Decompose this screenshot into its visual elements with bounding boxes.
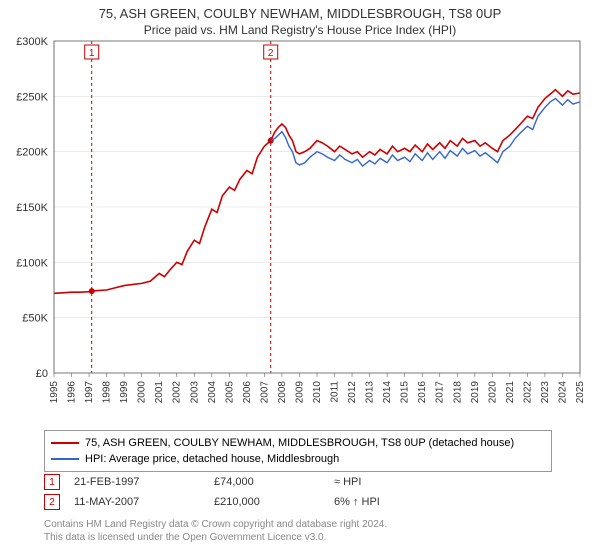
y-tick-label: £0 [36, 368, 48, 380]
sale-delta-vs-hpi: ≈ HPI [334, 476, 454, 488]
sales-row: 2 11-MAY-2007£210,0006% ↑ HPI [44, 492, 454, 512]
x-tick-label: 2024 [557, 381, 568, 404]
x-tick-label: 2004 [207, 381, 218, 404]
sale-marker-number: 2 [268, 48, 274, 59]
x-tick-label: 1995 [49, 381, 60, 404]
sale-date: 11-MAY-2007 [74, 496, 214, 508]
x-tick-label: 2003 [189, 381, 200, 404]
x-tick-label: 2025 [575, 381, 586, 404]
x-tick-label: 2023 [540, 381, 551, 404]
legend-swatch [51, 458, 79, 460]
x-tick-label: 1999 [119, 381, 130, 404]
legend-row: 75, ASH GREEN, COULBY NEWHAM, MIDDLESBRO… [51, 435, 545, 451]
x-tick-label: 2020 [487, 381, 498, 404]
x-tick-label: 2000 [137, 381, 148, 404]
legend-label: 75, ASH GREEN, COULBY NEWHAM, MIDDLESBRO… [85, 437, 514, 449]
legend-row: HPI: Average price, detached house, Midd… [51, 451, 545, 467]
sale-price: £74,000 [214, 476, 334, 488]
sale-marker-inline: 2 [44, 494, 60, 510]
legend-label: HPI: Average price, detached house, Midd… [85, 453, 339, 465]
x-tick-label: 2009 [294, 381, 305, 404]
y-tick-label: £50K [22, 313, 48, 325]
plot-area: £0 £50K £100K £150K £200K £250K £300K 1995 1996 1… [0, 37, 600, 417]
x-tick-label: 2002 [172, 381, 183, 404]
x-tick-label: 2007 [259, 381, 270, 404]
x-tick-label: 2006 [242, 381, 253, 404]
x-tick-label: 2012 [347, 381, 358, 404]
y-tick-label: £300K [16, 37, 48, 48]
sale-marker-number: 1 [89, 48, 95, 59]
x-tick-label: 2010 [312, 381, 323, 404]
sales-table: 1 21-FEB-1997£74,000≈ HPI 2 11-MAY-2007£210… [44, 472, 454, 512]
sales-row: 1 21-FEB-1997£74,000≈ HPI [44, 472, 454, 492]
x-tick-label: 2022 [522, 381, 533, 404]
x-tick-label: 2017 [435, 381, 446, 404]
footer-attribution: Contains HM Land Registry data © Crown c… [44, 518, 387, 544]
title-line-2: Price paid vs. HM Land Registry's House … [0, 23, 600, 37]
title-line-1: 75, ASH GREEN, COULBY NEWHAM, MIDDLESBRO… [0, 6, 600, 21]
sale-marker-inline: 1 [44, 474, 60, 490]
x-tick-label: 2018 [452, 381, 463, 404]
sale-price: £210,000 [214, 496, 334, 508]
footer-line-2: This data is licensed under the Open Gov… [44, 531, 387, 544]
x-tick-label: 2016 [417, 381, 428, 404]
sale-date: 21-FEB-1997 [74, 476, 214, 488]
x-tick-label: 1998 [102, 381, 113, 404]
sale-delta-vs-hpi: 6% ↑ HPI [334, 496, 454, 508]
legend-swatch [51, 442, 79, 444]
x-tick-label: 2011 [330, 381, 341, 403]
chart-title: 75, ASH GREEN, COULBY NEWHAM, MIDDLESBRO… [0, 0, 600, 37]
x-tick-label: 2008 [277, 381, 288, 404]
chart-container: { "title": { "line1": "75, ASH GREEN, CO… [0, 0, 600, 560]
x-tick-label: 2013 [365, 381, 376, 404]
footer-line-1: Contains HM Land Registry data © Crown c… [44, 518, 387, 531]
x-tick-label: 2005 [224, 381, 235, 404]
x-tick-label: 2014 [382, 381, 393, 404]
x-tick-label: 2021 [505, 381, 516, 404]
x-tick-label: 2015 [400, 381, 411, 404]
x-tick-label: 1996 [67, 381, 78, 404]
x-tick-label: 2001 [154, 381, 165, 404]
y-tick-label: £100K [16, 257, 48, 269]
x-tick-label: 2019 [470, 381, 481, 404]
y-tick-label: £250K [16, 91, 48, 103]
y-tick-label: £150K [16, 202, 48, 214]
x-tick-label: 1997 [84, 381, 95, 404]
legend: 75, ASH GREEN, COULBY NEWHAM, MIDDLESBRO… [44, 430, 552, 472]
y-tick-label: £200K [16, 147, 48, 159]
